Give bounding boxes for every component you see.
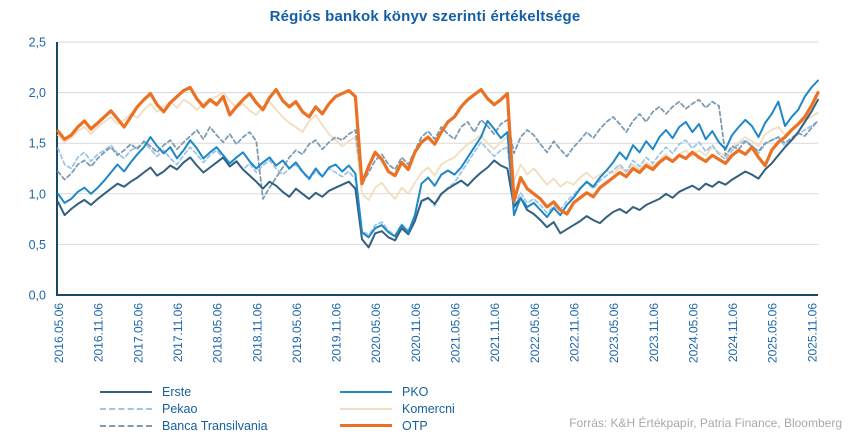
legend-label-otp: OTP	[402, 418, 428, 433]
legend-swatch-banca-transilvania	[100, 424, 152, 427]
series-line-banca-transilvania	[57, 98, 819, 200]
x-tick-label: 2019.05.06	[290, 303, 304, 363]
x-tick-label: 2019.11.06	[330, 303, 344, 362]
legend-item-pko: PKO	[340, 383, 455, 400]
chart-title: Régiós bankok könyv szerinti értékeltség…	[269, 8, 581, 25]
legend-item-komercni: Komercni	[340, 400, 455, 417]
x-tick-label: 2018.11.06	[250, 303, 264, 362]
x-tick-label: 2021.05.06	[449, 303, 463, 363]
y-tick-label: 2,5	[29, 36, 46, 50]
series-line-komercni	[57, 91, 819, 201]
x-tick-label: 2016.05.06	[52, 303, 66, 363]
x-tick-label: 2025.11.06	[805, 303, 819, 362]
x-tick-label: 2018.05.06	[211, 303, 225, 363]
x-tick-label: 2020.11.06	[409, 303, 423, 362]
legend-swatch-pko	[340, 390, 392, 393]
x-tick-label: 2021.11.06	[488, 303, 502, 362]
y-tick-label: 2,0	[29, 86, 46, 100]
y-tick-label: 1,0	[29, 187, 46, 201]
x-tick-label: 2024.11.06	[726, 303, 740, 362]
legend-label-erste: Erste	[162, 384, 192, 399]
chart-legend: Erste Pekao Banca Transilvania PKO Komercni O…	[100, 383, 455, 434]
x-tick-label: 2022.05.06	[528, 303, 542, 363]
legend-label-pko: PKO	[402, 384, 429, 399]
x-tick-label: 2017.11.06	[171, 303, 185, 362]
legend-item-pekao: Pekao	[100, 400, 340, 417]
legend-label-komercni: Komercni	[402, 401, 455, 416]
x-tick-label: 2023.05.06	[607, 303, 621, 363]
x-tick-label: 2016.11.06	[92, 303, 106, 362]
legend-swatch-pekao	[100, 407, 152, 410]
series-line-erste	[57, 98, 819, 249]
y-tick-label: 0,5	[29, 238, 46, 252]
y-tick-label: 1,5	[29, 137, 46, 151]
legend-label-banca-transilvania: Banca Transilvania	[162, 418, 268, 433]
legend-label-pekao: Pekao	[162, 401, 198, 416]
x-tick-label: 2023.11.06	[647, 303, 661, 362]
x-tick-label: 2022.11.06	[567, 303, 581, 362]
x-tick-label: 2025.05.06	[766, 303, 780, 363]
y-tick-label: 0,0	[29, 289, 46, 303]
legend-swatch-otp	[340, 424, 392, 427]
source-caption: Forrás: K&H Értékpapír, Patria Finance, …	[569, 416, 842, 430]
legend-swatch-erste	[100, 390, 152, 393]
legend-item-otp: OTP	[340, 417, 455, 434]
x-tick-label: 2024.05.06	[686, 303, 700, 363]
x-tick-label: 2017.05.06	[131, 303, 145, 363]
series-line-pko	[57, 79, 819, 239]
legend-item-banca-transilvania: Banca Transilvania	[100, 417, 340, 434]
series-line-otp	[56, 85, 820, 216]
legend-swatch-komercni	[340, 407, 392, 410]
x-tick-label: 2020.05.06	[369, 303, 383, 363]
legend-item-erste: Erste	[100, 383, 340, 400]
